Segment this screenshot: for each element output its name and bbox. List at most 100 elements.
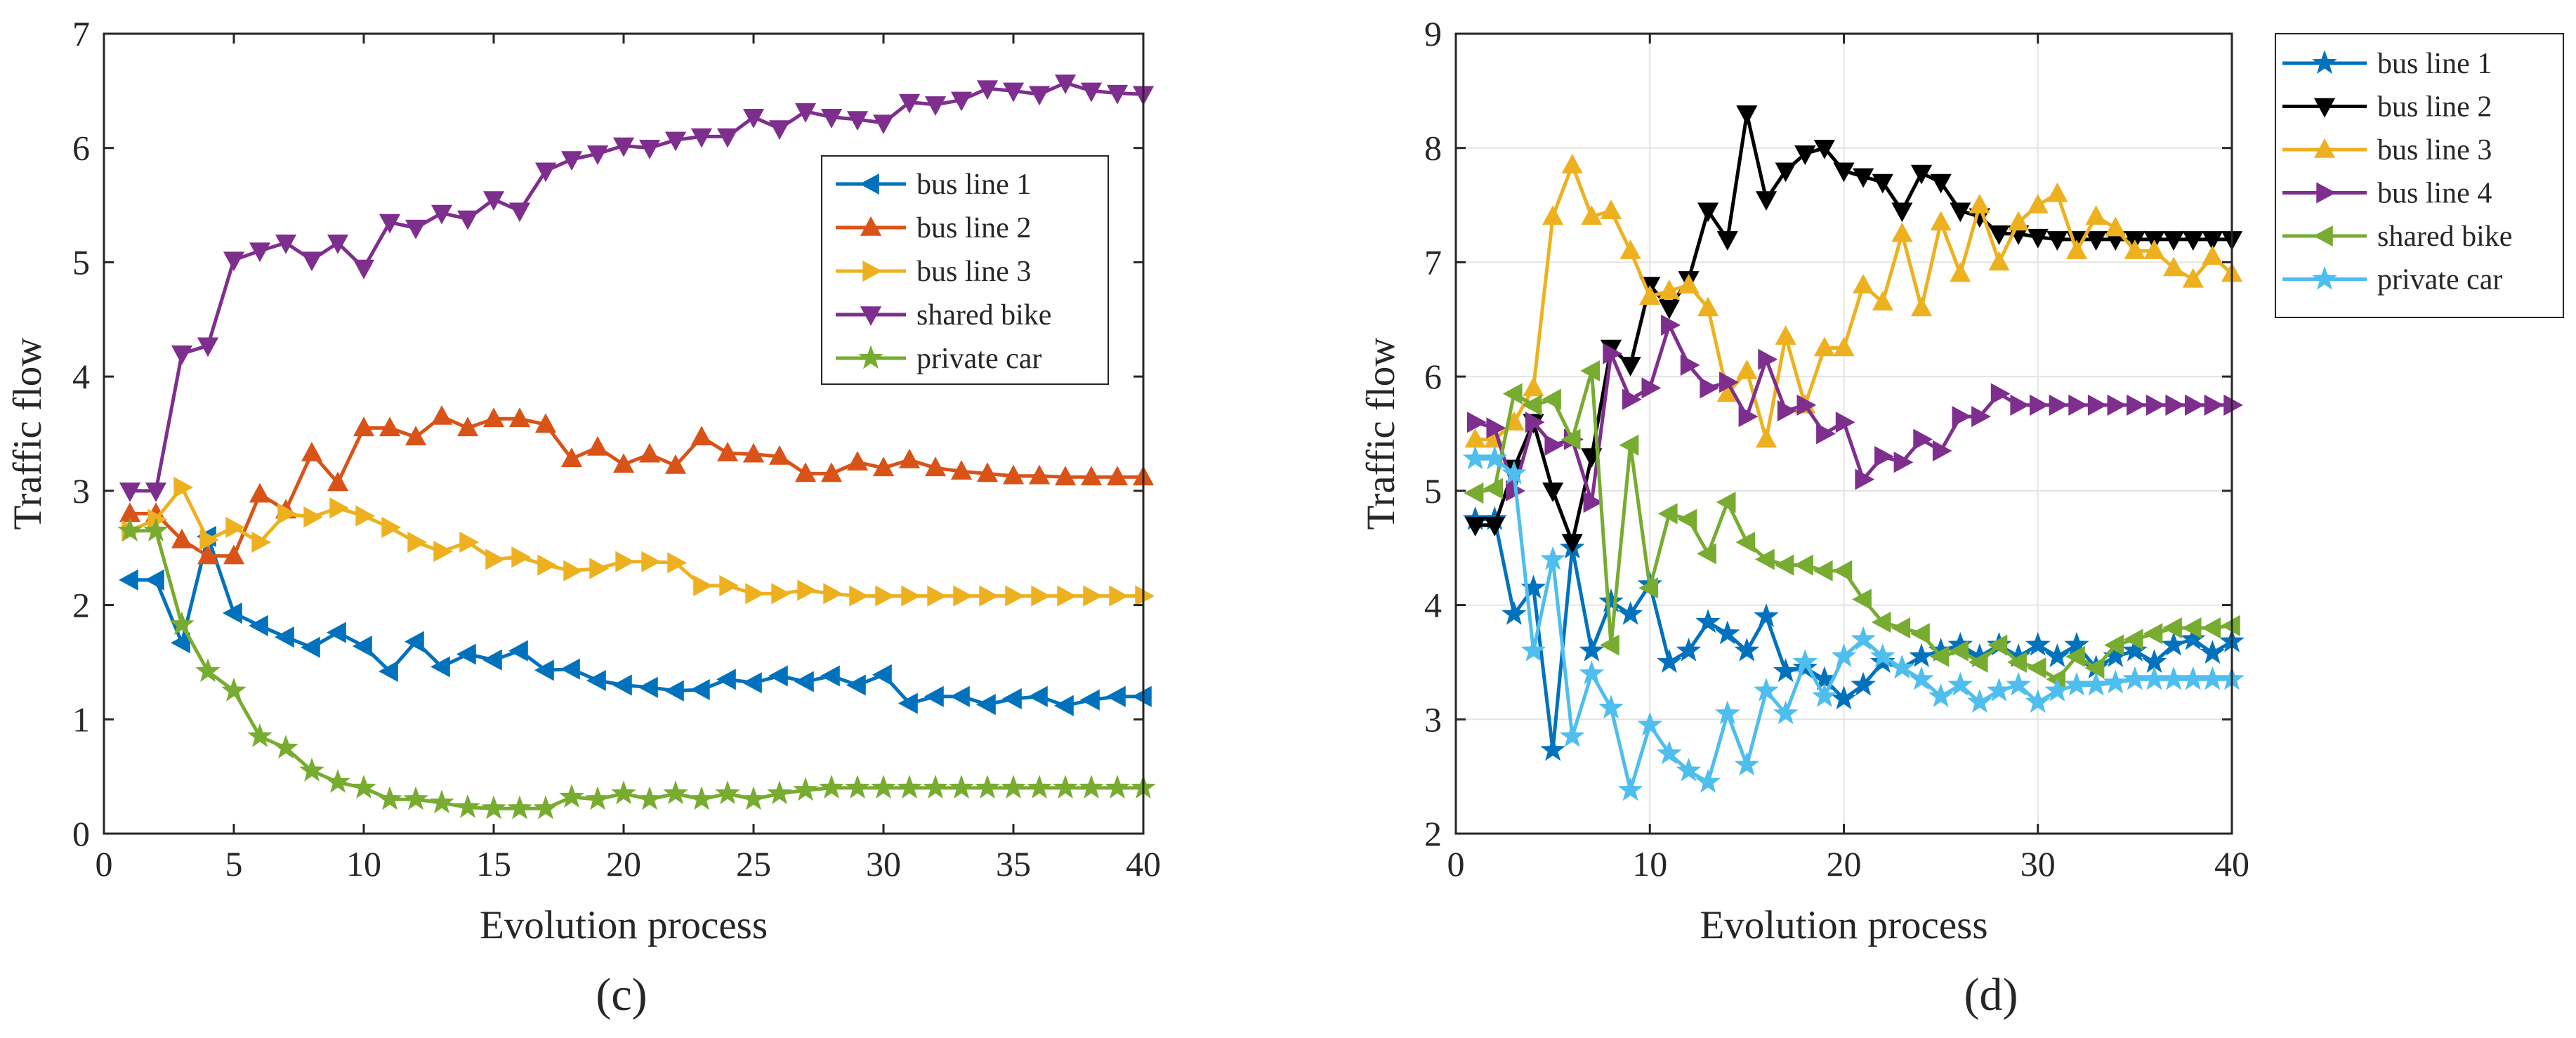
data-point [431, 204, 453, 225]
data-point [586, 669, 606, 692]
data-point [1676, 757, 1702, 782]
data-point [820, 109, 843, 129]
data-point [1910, 164, 1933, 185]
data-point [1540, 737, 1565, 761]
data-point [2087, 394, 2108, 416]
data-point [1001, 775, 1026, 799]
data-point [1910, 623, 1930, 645]
data-point [2123, 629, 2143, 650]
legend-marker [2312, 265, 2337, 290]
data-point [117, 518, 143, 541]
data-point [1831, 643, 1857, 667]
panel-label: (d) [1964, 969, 2018, 1020]
y-tick-label: 7 [72, 14, 90, 53]
data-point [379, 213, 401, 234]
data-point [1986, 677, 2012, 702]
legend: bus line 1 bus line 2 bus line 3 shared bik… [821, 155, 1109, 385]
data-point [2030, 394, 2049, 416]
legend-entry: bus line 3 [916, 256, 1031, 288]
data-point [1559, 723, 1585, 747]
data-point [2085, 205, 2107, 225]
data-point [144, 569, 164, 591]
data-point [638, 676, 658, 698]
data-point [898, 93, 921, 114]
data-point [949, 775, 974, 799]
legend-marker [860, 216, 882, 236]
data-point [355, 505, 376, 527]
data-point [819, 775, 844, 799]
data-point [534, 659, 554, 681]
data-point [2143, 239, 2165, 259]
data-point [405, 219, 427, 239]
data-point [638, 140, 661, 159]
data-point [1736, 105, 1758, 125]
data-point [1619, 434, 1639, 456]
panel-label: (c) [596, 969, 647, 1020]
data-point [1700, 377, 1720, 399]
data-point [2044, 643, 2070, 667]
data-point [563, 560, 584, 582]
data-point [2182, 231, 2204, 251]
x-axis-label: Evolution process [1700, 903, 1987, 947]
data-point [2064, 631, 2089, 656]
data-point [745, 583, 765, 605]
data-point [979, 585, 999, 607]
x-tick-label: 35 [996, 844, 1031, 883]
data-point [481, 795, 506, 820]
data-point [612, 137, 635, 157]
data-point [273, 735, 298, 759]
data-point [1734, 637, 1760, 662]
data-point [924, 685, 944, 707]
series-bus-line-3 [121, 476, 1155, 607]
data-point [1501, 600, 1527, 625]
x-tick-label: 40 [2214, 844, 2249, 883]
data-point [2065, 645, 2085, 667]
x-axis-label: Evolution process [480, 903, 768, 947]
data-point [327, 235, 349, 254]
data-point [1617, 777, 1643, 801]
data-point [1542, 388, 1561, 410]
y-tick-label: 3 [72, 471, 90, 511]
data-point [1716, 231, 1738, 251]
data-point [379, 416, 401, 437]
data-point [742, 442, 765, 463]
data-point [1735, 531, 1756, 553]
data-point [171, 345, 193, 365]
data-point [1734, 751, 1760, 776]
data-point [2006, 671, 2031, 696]
data-point [560, 658, 580, 680]
data-point [1641, 377, 1662, 399]
data-point [2202, 231, 2223, 251]
data-point [1928, 683, 1954, 707]
x-tick-label: 30 [866, 844, 901, 883]
data-point [1560, 428, 1581, 450]
series-line [130, 81, 1144, 493]
data-point [1988, 225, 2010, 245]
data-point [1831, 685, 1857, 710]
data-point [1869, 643, 1895, 667]
data-point [637, 786, 662, 810]
data-point [1947, 671, 1973, 696]
data-point [1773, 658, 1799, 683]
data-point [1813, 560, 1833, 582]
data-point [2084, 657, 2105, 679]
data-point [381, 516, 402, 539]
data-point [455, 794, 480, 818]
data-point [2068, 394, 2089, 416]
data-point [898, 692, 918, 714]
series-line [1475, 369, 2233, 681]
data-point [1871, 611, 1891, 633]
data-point [820, 665, 840, 687]
data-point [1617, 600, 1643, 625]
data-point [1755, 191, 1777, 211]
data-point [1105, 685, 1126, 707]
data-point [537, 554, 558, 576]
data-point [143, 518, 169, 541]
data-point [195, 658, 221, 683]
data-point [664, 454, 687, 474]
data-point [511, 546, 532, 568]
data-point [1080, 466, 1103, 486]
data-point [664, 131, 687, 152]
data-point [1561, 154, 1583, 173]
data-point [1080, 82, 1103, 103]
